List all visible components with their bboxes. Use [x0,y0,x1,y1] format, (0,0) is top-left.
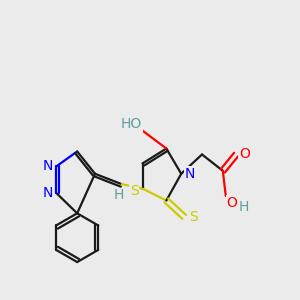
Text: N: N [43,186,53,200]
Text: H: H [239,200,249,214]
Text: S: S [189,210,197,224]
Text: HO: HO [121,117,142,131]
Text: O: O [226,196,237,210]
Text: S: S [130,184,139,198]
Text: H: H [114,188,124,203]
Text: O: O [239,148,250,161]
Text: N: N [43,159,53,173]
Text: N: N [184,167,195,181]
